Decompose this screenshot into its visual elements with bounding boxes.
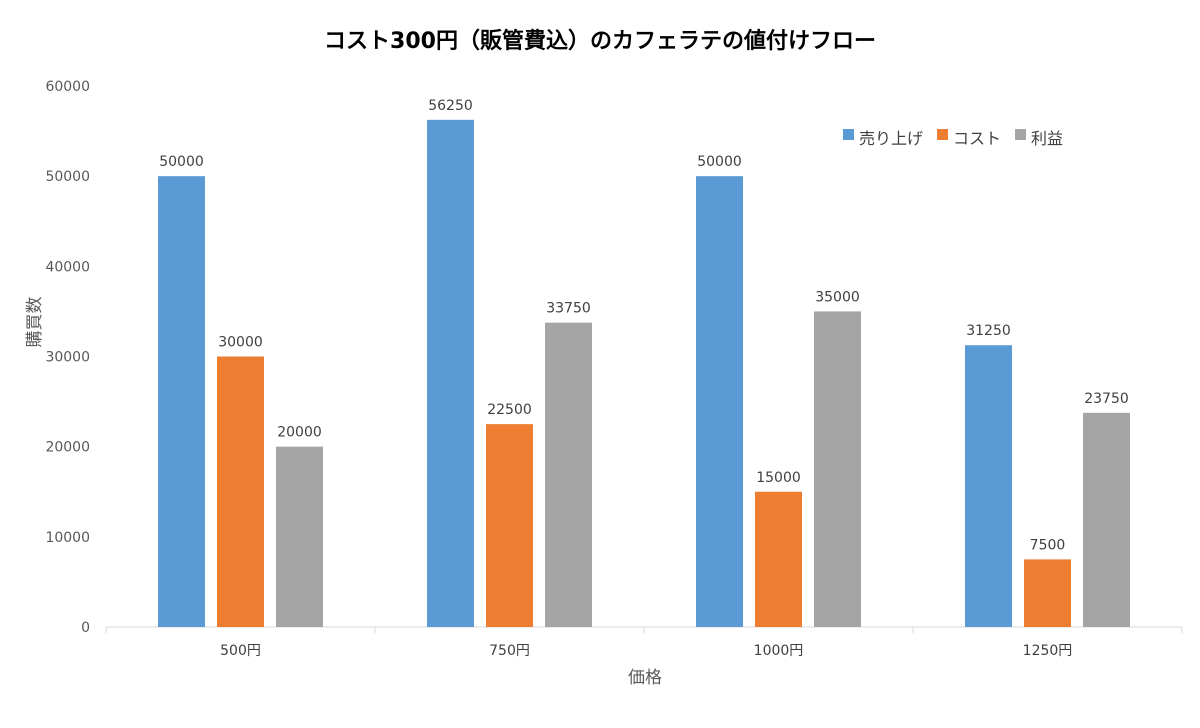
bar-2-3 [755, 491, 802, 627]
y-tick-label: 60000 [45, 79, 90, 95]
data-label: 50000 [159, 154, 204, 170]
x-category-label: 500円 [220, 643, 261, 659]
y-tick-label: 30000 [45, 350, 90, 366]
legend-label: コスト [953, 129, 1001, 148]
data-label: 20000 [277, 425, 322, 441]
x-category-label: 1000円 [754, 643, 804, 659]
data-labels-group: 50000 30000 20000 56250 22500 33750 50000 15000… [159, 98, 1129, 554]
bar-1-4 [965, 345, 1012, 627]
bar-3-2 [545, 322, 592, 627]
legend-label: 売り上げ [859, 129, 923, 148]
bar-1-1 [158, 176, 205, 627]
y-tick-label: 50000 [45, 169, 90, 185]
y-axis-ticks: 0 10000 20000 30000 40000 50000 60000 [45, 79, 90, 636]
bars-group [158, 119, 1130, 627]
bar-2-4 [1024, 559, 1071, 627]
legend-swatch [843, 129, 854, 140]
bar-2-2 [486, 424, 533, 627]
data-label: 7500 [1030, 537, 1066, 553]
category-labels-group: 500円 750円 1000円 1250円 [220, 643, 1072, 659]
y-tick-label: 0 [81, 620, 90, 636]
bar-1-2 [427, 119, 474, 627]
data-label: 23750 [1084, 391, 1129, 407]
data-label: 50000 [697, 154, 742, 170]
data-label: 15000 [756, 470, 801, 486]
bar-3-3 [814, 311, 861, 627]
x-axis-title: 価格 [628, 668, 662, 688]
x-category-label: 1250円 [1023, 643, 1073, 659]
legend-label: 利益 [1031, 129, 1063, 148]
bar-3-4 [1083, 412, 1130, 627]
data-label: 30000 [218, 335, 263, 351]
data-label: 33750 [546, 301, 591, 317]
legend-swatch [1015, 129, 1027, 140]
bar-2-1 [217, 356, 264, 627]
y-tick-label: 10000 [45, 530, 90, 546]
y-tick-label: 40000 [45, 259, 90, 275]
x-category-label: 750円 [489, 643, 530, 659]
y-tick-label: 20000 [45, 440, 90, 456]
chart-title: コスト300円（販管費込）のカフェラテの値付けフロー [324, 28, 876, 54]
data-label: 35000 [815, 289, 860, 305]
bar-1-3 [696, 176, 743, 627]
y-axis-title: 購買数 [25, 297, 45, 348]
data-label: 56250 [428, 98, 473, 114]
bar-3-1 [276, 446, 323, 627]
data-label: 22500 [487, 402, 532, 418]
data-label: 31250 [966, 323, 1011, 339]
legend-swatch [937, 129, 949, 140]
legend: 売り上げ コスト 利益 [843, 129, 1063, 148]
x-axis [105, 626, 1183, 633]
